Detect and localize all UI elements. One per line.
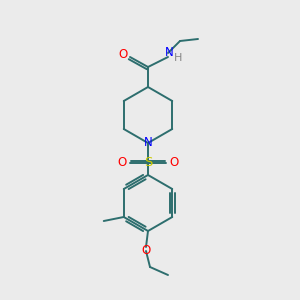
Text: O: O — [169, 157, 178, 169]
Text: O: O — [141, 244, 151, 257]
Text: S: S — [144, 157, 152, 169]
Text: N: N — [144, 136, 152, 149]
Text: O: O — [117, 157, 127, 169]
Text: O: O — [118, 49, 127, 62]
Text: H: H — [174, 53, 182, 63]
Text: N: N — [165, 46, 173, 59]
